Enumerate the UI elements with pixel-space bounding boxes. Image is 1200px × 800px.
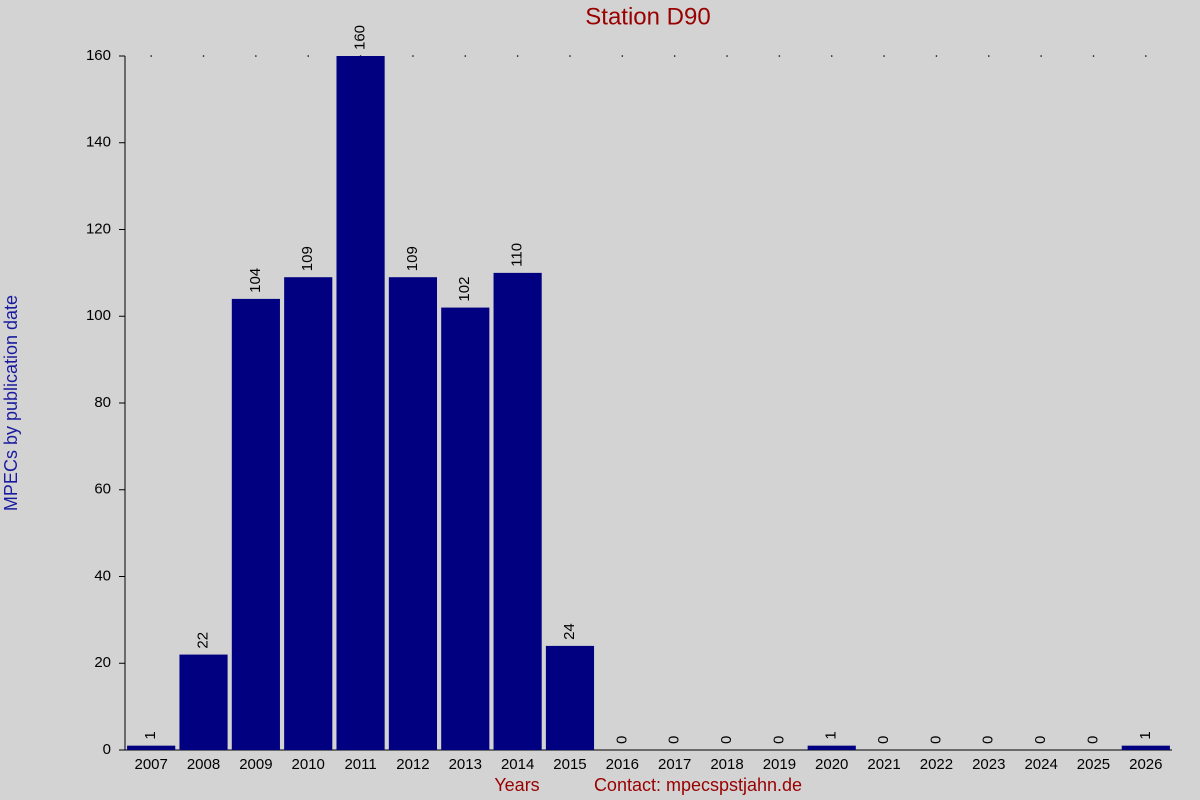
x-tick-label: 2011 — [344, 756, 376, 773]
y-tick-label: 120 — [86, 220, 111, 237]
x-tick-label: 2007 — [134, 756, 167, 773]
x-tick-label: 2016 — [606, 756, 639, 773]
value-label: 160 — [352, 25, 369, 50]
bar — [336, 56, 385, 750]
top-dot — [202, 55, 205, 57]
bar — [441, 307, 490, 750]
value-label: 0 — [980, 736, 997, 744]
y-tick-label: 100 — [86, 307, 111, 324]
value-label: 0 — [613, 736, 630, 744]
x-tick-label: 2014 — [501, 756, 534, 773]
top-dot — [883, 55, 885, 57]
value-label: 22 — [194, 632, 211, 649]
y-tick-label: 0 — [103, 741, 111, 758]
value-label: 0 — [927, 736, 944, 744]
top-dot — [464, 55, 467, 57]
x-axis-label: Years — [494, 775, 539, 795]
value-label: 1 — [823, 731, 840, 739]
top-dot — [1092, 55, 1095, 57]
top-dot — [255, 55, 257, 57]
value-label: 0 — [1032, 736, 1049, 744]
top-dot — [621, 55, 624, 57]
x-tick-label: 2009 — [239, 756, 272, 773]
top-dot — [1040, 55, 1042, 57]
value-label: 0 — [1084, 736, 1101, 744]
value-label: 110 — [509, 243, 526, 267]
bar — [807, 745, 856, 750]
bar — [179, 654, 228, 750]
x-tick-label: 2026 — [1129, 756, 1162, 773]
x-tick-label: 2020 — [815, 756, 848, 773]
x-tick-label: 2024 — [1024, 756, 1057, 773]
top-dot — [412, 55, 414, 57]
value-label: 109 — [404, 246, 421, 271]
y-tick-label: 40 — [94, 567, 111, 584]
top-dot — [935, 55, 938, 57]
value-label: 0 — [875, 736, 892, 744]
top-dot — [150, 55, 152, 57]
contact: Contact: mpecspstjahn.de — [594, 775, 802, 795]
x-tick-label: 2019 — [763, 756, 796, 773]
x-tick-label: 2008 — [187, 756, 220, 773]
value-label: 102 — [456, 277, 473, 302]
bar — [388, 277, 438, 750]
top-dot — [778, 55, 781, 57]
x-tick-label: 2025 — [1077, 756, 1110, 773]
bar — [545, 645, 595, 750]
x-tick-label: 2013 — [449, 756, 482, 773]
value-label: 0 — [666, 736, 683, 744]
chart-title: Station D90 — [585, 3, 710, 30]
value-label: 1 — [1137, 731, 1154, 739]
x-tick-label: 2015 — [553, 756, 586, 773]
x-tick-label: 2012 — [396, 756, 429, 773]
y-tick-label: 60 — [94, 481, 111, 498]
top-dot — [987, 55, 990, 57]
value-label: 104 — [247, 268, 264, 293]
y-axis-label: MPECs by publication date — [1, 295, 21, 511]
top-dot — [1145, 55, 1147, 57]
bar — [127, 745, 176, 750]
bar — [231, 298, 280, 750]
x-tick-label: 2010 — [292, 756, 325, 773]
top-dot — [673, 55, 676, 57]
y-tick-label: 140 — [86, 134, 111, 151]
top-dot — [569, 55, 571, 57]
bar — [284, 277, 333, 750]
y-tick-label: 160 — [86, 47, 111, 64]
bar — [493, 272, 542, 750]
top-dot — [307, 55, 310, 57]
x-tick-label: 2021 — [867, 756, 900, 773]
value-label: 0 — [770, 736, 787, 744]
bar — [1121, 745, 1170, 750]
top-dot — [516, 55, 519, 57]
top-dot — [726, 55, 728, 57]
x-tick-label: 2018 — [710, 756, 743, 773]
y-tick-label: 20 — [94, 654, 111, 671]
value-label: 0 — [718, 736, 735, 744]
value-label: 109 — [299, 246, 316, 271]
top-dot — [830, 55, 833, 57]
value-label: 24 — [561, 623, 578, 640]
x-tick-label: 2022 — [920, 756, 953, 773]
x-tick-label: 2017 — [658, 756, 691, 773]
value-label: 1 — [142, 731, 159, 739]
y-tick-label: 80 — [94, 394, 111, 411]
x-tick-label: 2023 — [972, 756, 1005, 773]
